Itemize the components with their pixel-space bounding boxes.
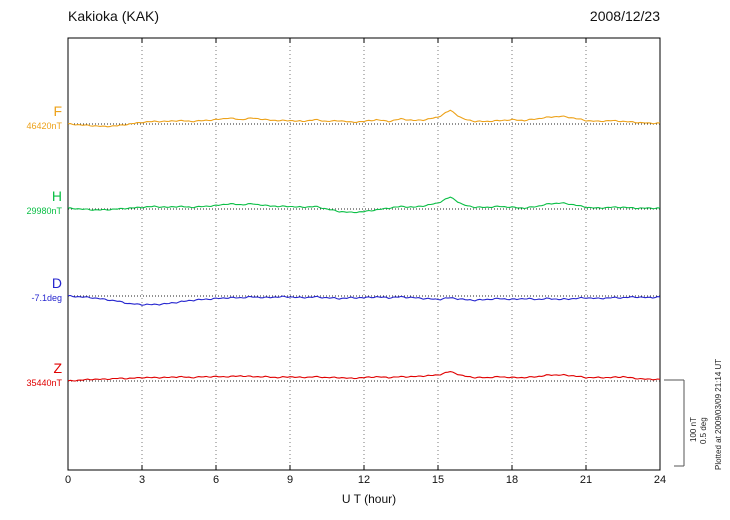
channel-value-D: -7.1deg — [31, 293, 62, 303]
x-tick-label: 15 — [431, 474, 445, 486]
channel-block-F: F 46420nT — [0, 104, 62, 131]
channel-value-Z: 35440nT — [26, 378, 62, 388]
channel-letter-Z: Z — [53, 360, 62, 376]
trace-D — [67, 294, 661, 306]
x-tick-label: 3 — [138, 474, 146, 486]
trace-H — [67, 196, 661, 214]
channel-letter-H: H — [51, 188, 62, 204]
station-title: Kakioka (KAK) — [68, 8, 160, 24]
channel-value-H: 29980nT — [26, 206, 62, 216]
x-tick-label: 24 — [653, 474, 667, 486]
trace-F — [67, 109, 661, 128]
date-label: 2008/12/23 — [589, 8, 660, 24]
channel-block-Z: Z 35440nT — [0, 361, 62, 388]
scale-label-deg: 0.5 deg — [699, 417, 708, 444]
x-tick-label: 0 — [64, 474, 72, 486]
x-tick-label: 18 — [505, 474, 519, 486]
plotted-at-note: Plotted at 2009/03/09 21:14 UT — [714, 358, 723, 470]
channel-block-D: D -7.1deg — [0, 276, 62, 303]
channel-letter-F: F — [53, 103, 62, 119]
x-tick-label: 12 — [357, 474, 371, 486]
trace-Z — [67, 371, 661, 382]
x-axis-title: U T (hour) — [341, 492, 397, 506]
channel-letter-D: D — [51, 275, 62, 291]
channel-value-F: 46420nT — [26, 121, 62, 131]
channel-block-H: H 29980nT — [0, 189, 62, 216]
scale-label-nt: 100 nT — [689, 417, 698, 442]
scale-bar — [664, 379, 685, 467]
x-tick-label: 6 — [212, 474, 220, 486]
x-tick-label: 9 — [286, 474, 294, 486]
x-tick-label: 21 — [579, 474, 593, 486]
